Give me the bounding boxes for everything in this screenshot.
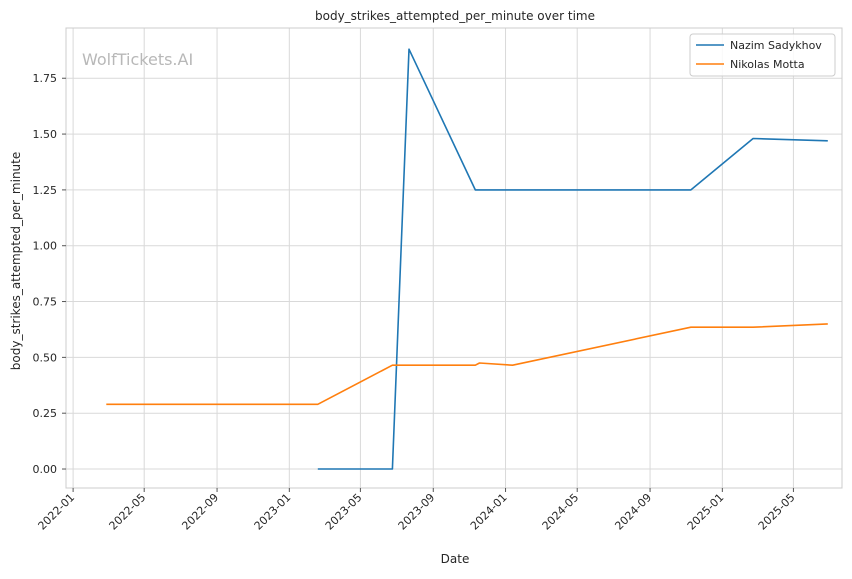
legend-box: [689, 33, 836, 77]
y-tick-label: 1.00: [33, 240, 58, 253]
x-tick-label: 2024-01: [468, 491, 510, 533]
y-tick-label: 1.25: [33, 184, 58, 197]
x-tick-label: 2022-09: [179, 491, 221, 533]
watermark: WolfTickets.AI: [82, 50, 193, 69]
legend-label: Nikolas Motta: [730, 58, 805, 71]
gridlines: [66, 28, 842, 488]
plot-frame: [65, 27, 843, 489]
series-line-2: [106, 323, 828, 406]
y-tick-label: 0.50: [33, 351, 58, 364]
y-tick-label: 0.25: [33, 407, 58, 420]
x-tick-label: 2022-05: [107, 491, 149, 533]
y-tick-label: 1.75: [33, 72, 58, 85]
x-tick-label: 2023-09: [396, 491, 438, 533]
x-tick-label: 2024-05: [540, 491, 582, 533]
x-tick-label: 2025-01: [685, 491, 727, 533]
x-tick-label: 2025-05: [756, 491, 798, 533]
x-tick-label: 2023-05: [323, 491, 365, 533]
axis-ticks: 0.00 0.25 0.50 0.75 1.00 1.25 1.50 1.75 2022-01 2…: [33, 72, 798, 532]
legend-label: Nazim Sadykhov: [730, 39, 822, 52]
chart-title: body_strikes_attempted_per_minute over t…: [315, 9, 595, 23]
y-tick-label: 1.50: [33, 128, 58, 141]
x-tick-label: 2022-01: [36, 491, 78, 533]
y-tick-label: 0.00: [33, 463, 58, 476]
y-axis-label: body_strikes_attempted_per_minute: [9, 152, 23, 370]
legend: Nazim Sadykhov Nikolas Motta: [689, 33, 836, 77]
x-tick-label: 2024-09: [612, 491, 654, 533]
y-tick-label: 0.75: [33, 296, 58, 309]
series-lines: [106, 48, 828, 470]
x-tick-label: 2023-01: [252, 491, 294, 533]
x-axis-label: Date: [441, 552, 470, 566]
series-line-1: [317, 48, 828, 470]
